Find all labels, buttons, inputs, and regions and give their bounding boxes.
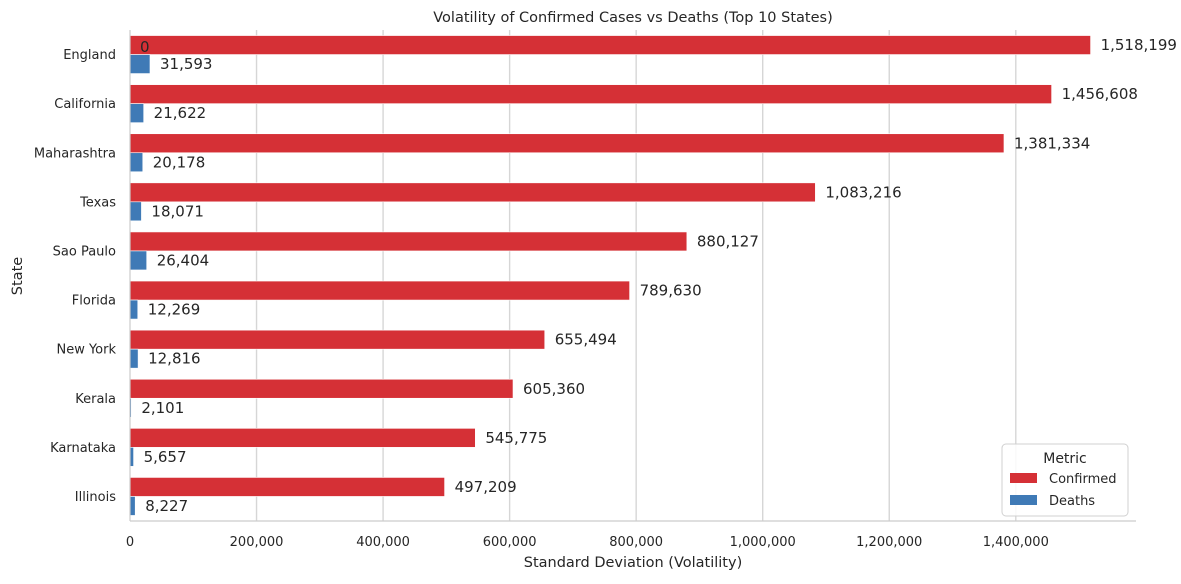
data-label-deaths-england: 31,593: [160, 55, 213, 73]
data-label-confirmed-texas: 1,083,216: [825, 183, 901, 201]
data-label-confirmed-illinois: 497,209: [455, 478, 517, 496]
data-label-deaths-california: 21,622: [154, 104, 207, 122]
bar-confirmed-texas: [129, 182, 816, 203]
y-tick-label-sao-paulo: Sao Paulo: [53, 244, 116, 259]
axes: [129, 30, 1136, 522]
data-label-confirmed-england: 1,518,199: [1101, 36, 1177, 54]
data-label-confirmed-california: 1,456,608: [1062, 85, 1138, 103]
bar-confirmed-england: [129, 35, 1091, 55]
data-label-deaths-karnataka: 5,657: [144, 448, 187, 466]
y-tick-label-california: California: [54, 97, 116, 112]
bar-deaths-new-york: [129, 348, 139, 369]
bar-deaths-texas: [129, 201, 142, 222]
legend: Metric Confirmed Deaths: [1001, 443, 1129, 517]
y-tick-label-illinois: Illinois: [75, 490, 116, 505]
bar-deaths-sao-paulo: [129, 250, 148, 271]
bar-confirmed-california: [129, 84, 1052, 104]
data-label-deaths-new-york: 12,816: [148, 350, 201, 368]
bar-confirmed-maharashtra: [129, 133, 1005, 154]
legend-swatch-confirmed: [1010, 473, 1037, 483]
bar-confirmed-sao-paulo: [129, 231, 688, 252]
bar-confirmed-kerala: [129, 378, 514, 399]
data-label-confirmed-kerala: 605,360: [523, 380, 585, 398]
bar-confirmed-new-york: [129, 329, 546, 350]
bar-deaths-illinois: [129, 496, 136, 516]
data-label-confirmed-florida: 789,630: [640, 282, 702, 300]
y-tick-label-england: England: [63, 48, 116, 63]
legend-title: Metric: [1043, 451, 1087, 467]
data-label-confirmed-maharashtra: 1,381,334: [1014, 134, 1090, 152]
data-label-deaths-florida: 12,269: [148, 301, 201, 319]
x-tick-label: 1,200,000: [856, 535, 922, 550]
data-label-confirmed-karnataka: 545,775: [485, 429, 547, 447]
y-tick-labels: England California Maharashtra Texas Sao Pau…: [34, 48, 117, 505]
y-tick-label-new-york: New York: [56, 343, 116, 358]
y-tick-label-florida: Florida: [72, 294, 116, 309]
data-label-deaths-illinois: 8,227: [145, 497, 188, 515]
x-tick-label: 400,000: [356, 535, 410, 550]
data-label-confirmed-sao-paulo: 880,127: [697, 232, 759, 250]
legend-label-confirmed: Confirmed: [1049, 472, 1117, 487]
bar-confirmed-illinois: [129, 477, 445, 497]
y-axis-label: State: [10, 257, 26, 295]
x-axis-label: Standard Deviation (Volatility): [524, 555, 742, 571]
data-label-deaths-sao-paulo: 26,404: [157, 251, 210, 269]
data-label-deaths-kerala: 2,101: [141, 399, 184, 417]
x-tick-label: 1,000,000: [730, 535, 796, 550]
data-label-extra-0: 0: [140, 38, 150, 56]
data-label-confirmed-new-york: 655,494: [555, 331, 617, 349]
x-tick-label: 0: [126, 535, 134, 550]
x-tick-label: 1,400,000: [983, 535, 1049, 550]
bar-deaths-california: [129, 103, 144, 123]
y-tick-label-maharashtra: Maharashtra: [34, 146, 116, 161]
y-tick-label-karnataka: Karnataka: [50, 441, 116, 456]
bar-deaths-england: [129, 54, 151, 74]
legend-label-deaths: Deaths: [1049, 494, 1095, 509]
bar-deaths-maharashtra: [129, 152, 144, 173]
bars: [129, 35, 1091, 516]
x-tick-label: 600,000: [483, 535, 537, 550]
y-tick-label-kerala: Kerala: [75, 392, 116, 407]
y-tick-label-texas: Texas: [79, 195, 116, 210]
chart-title: Volatility of Confirmed Cases vs Deaths …: [433, 10, 833, 26]
bar-confirmed-florida: [129, 280, 630, 301]
bar-deaths-florida: [129, 299, 139, 320]
data-label-deaths-texas: 18,071: [151, 202, 204, 220]
data-labels: 1,518,199 31,593 1,456,608 21,622 1,381,334 2…: [140, 36, 1177, 515]
x-tick-labels: 0 200,000 400,000 600,000 800,000 1,000,000 1,…: [126, 535, 1049, 550]
bar-confirmed-karnataka: [129, 428, 476, 448]
data-label-deaths-maharashtra: 20,178: [153, 153, 206, 171]
legend-swatch-deaths: [1010, 495, 1037, 505]
x-tick-label: 200,000: [230, 535, 284, 550]
grid-lines: [255, 30, 1017, 521]
x-tick-label: 800,000: [609, 535, 663, 550]
